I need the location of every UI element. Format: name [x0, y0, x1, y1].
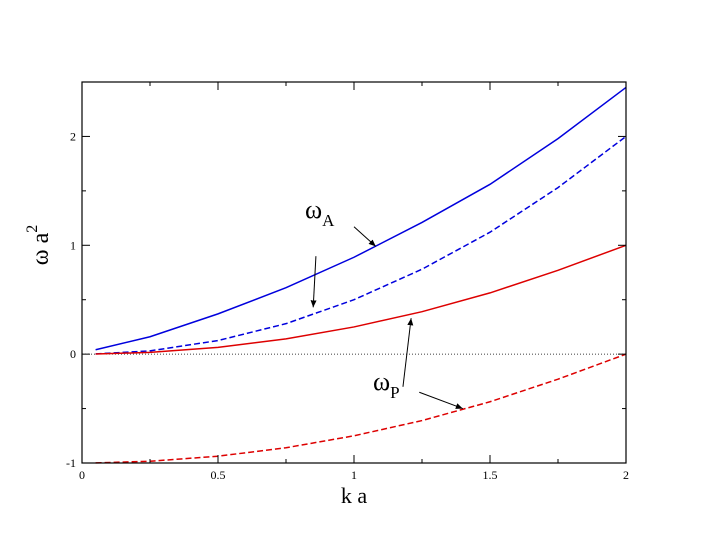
- annotation-symbol: ω: [373, 367, 390, 396]
- annotation-arrow: [419, 391, 463, 410]
- y-axis-label-main: ω a: [28, 232, 54, 265]
- annotation-symbol: ω: [305, 195, 322, 224]
- series-line-1: [95, 86, 627, 351]
- y-tick-label: 2: [70, 129, 76, 143]
- x-tick-label: 0.5: [211, 468, 226, 482]
- y-tick-label: 0: [70, 347, 76, 361]
- x-tick-label: 1: [351, 468, 357, 482]
- x-tick-label: 0: [79, 468, 85, 482]
- x-tick-label: 1.5: [483, 468, 498, 482]
- annotation-subscript: P: [390, 383, 399, 402]
- y-axis-label-sup: 2: [24, 225, 41, 233]
- x-tick-label: 2: [623, 468, 629, 482]
- plot-frame: [81, 81, 627, 464]
- annotation-arrow: [353, 226, 377, 247]
- annotation-arrow: [402, 318, 414, 387]
- x-axis-label: k a: [341, 483, 368, 508]
- y-tick-label: 1: [70, 238, 76, 252]
- series-line-3: [95, 244, 627, 355]
- annotation-arrow: [310, 256, 317, 308]
- annotation-subscript: A: [322, 211, 335, 230]
- series-line-4: [95, 353, 627, 464]
- annotation-label-2: ωP: [373, 367, 400, 402]
- y-tick-label: -1: [66, 456, 76, 470]
- annotation-label-1: ωA: [305, 195, 335, 230]
- series-line-2: [95, 135, 627, 355]
- y-axis-label: ω a2: [24, 225, 54, 265]
